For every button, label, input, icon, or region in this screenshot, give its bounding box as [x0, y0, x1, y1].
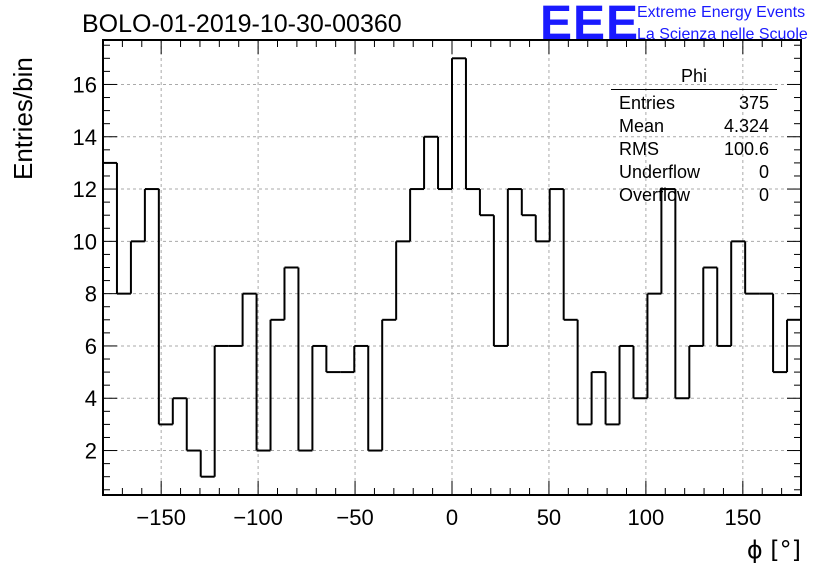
stats-label: Mean — [619, 116, 665, 136]
stats-row-rms: RMS 100.6 — [619, 139, 769, 161]
x-tick-label: 100 — [628, 505, 665, 530]
y-tick-label: 2 — [85, 439, 97, 464]
eee-logo: EEE Extreme Energy Events La Scienza nel… — [540, 0, 836, 50]
stats-box: Phi Entries 375 Mean 4.324 RMS 100.6 Und… — [611, 66, 777, 208]
x-tick-label: −50 — [336, 505, 373, 530]
axes: −150 −100 −50 0 50 100 150 2 4 6 8 10 12 14 16 — [73, 39, 802, 530]
y-axis-label: Entries/bin — [8, 57, 38, 180]
stats-value: 0 — [758, 185, 769, 205]
stats-title: Phi — [680, 66, 707, 86]
stats-label: Underflow — [619, 162, 701, 182]
stats-label: RMS — [619, 139, 659, 159]
stats-row-mean: Mean 4.324 — [619, 116, 769, 138]
stats-label: Overflow — [619, 185, 691, 205]
stats-value: 4.324 — [723, 116, 769, 136]
x-tick-label: 50 — [537, 505, 561, 530]
stats-row-overflow: Overflow 0 — [619, 185, 769, 207]
x-tick-label: −100 — [233, 505, 283, 530]
stats-row-underflow: Underflow 0 — [619, 162, 769, 184]
x-axis-label: ϕ [°] — [747, 536, 801, 564]
chart-title: BOLO-01-2019-10-30-00360 — [82, 10, 402, 38]
logo-text-line2: La Scienza nelle Scuole — [637, 26, 808, 43]
x-tick-label: 0 — [446, 505, 458, 530]
stats-value: 375 — [738, 93, 769, 113]
stats-value: 0 — [758, 162, 769, 182]
eee-logo-mark: EEE — [540, 0, 640, 50]
stats-row-entries: Entries 375 — [619, 93, 769, 115]
y-tick-label: 6 — [85, 334, 97, 359]
y-tick-label: 16 — [73, 72, 97, 97]
y-tick-label: 12 — [73, 177, 97, 202]
y-tick-label: 14 — [73, 125, 97, 150]
y-tick-label: 4 — [85, 386, 97, 411]
stats-label: Entries — [619, 93, 676, 113]
x-tick-label: −150 — [136, 505, 186, 530]
logo-text-line1: Extreme Energy Events — [637, 4, 806, 21]
x-tick-label: 150 — [724, 505, 761, 530]
stats-divider — [611, 89, 777, 90]
stats-value: 100.6 — [723, 139, 769, 159]
y-tick-label: 8 — [85, 282, 97, 307]
y-tick-label: 10 — [73, 229, 97, 254]
